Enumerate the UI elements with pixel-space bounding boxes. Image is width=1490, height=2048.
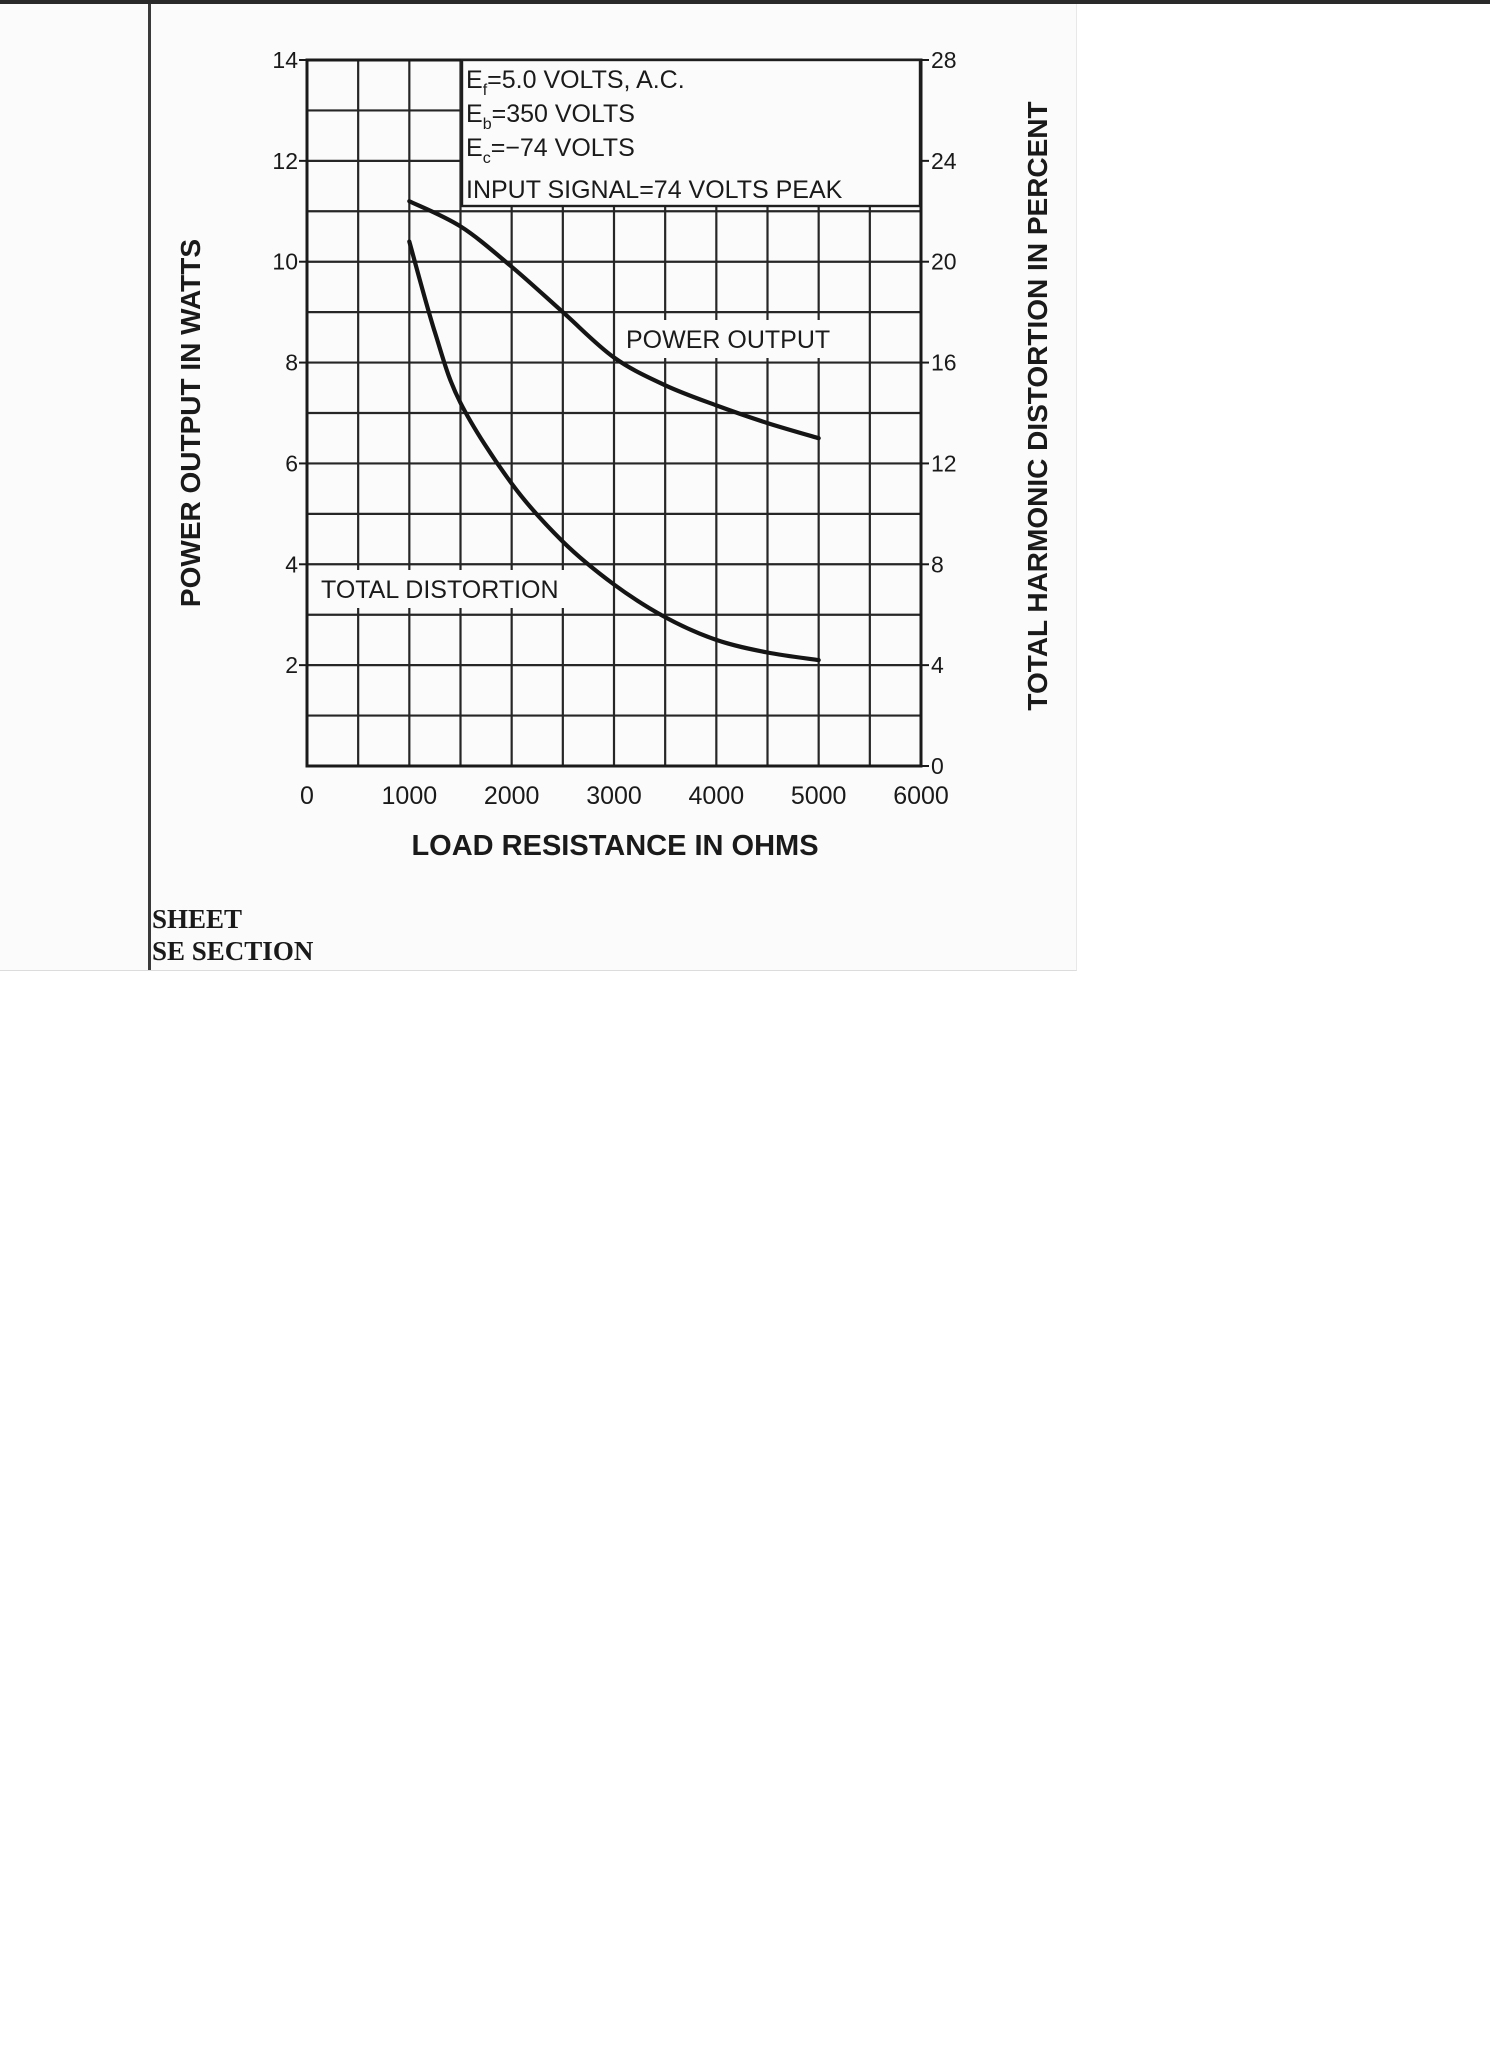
y-tick-label-right: 20 [931,249,957,275]
y-tick-label-left: 14 [272,47,298,73]
x-tick-label: 6000 [893,782,949,810]
y-tick-label-left: 10 [272,249,298,275]
y-tick-label-right: 16 [931,350,957,376]
power-distortion-chart: Ef=5.0 VOLTS, A.C. Eb=350 VOLTS Ec=−74 V… [175,47,1053,862]
x-tick-label: 5000 [791,782,847,810]
x-tick-label: 2000 [484,782,540,810]
condition-filament: Ef=5.0 VOLTS, A.C. [466,66,685,99]
y-tick-label-right: 8 [931,551,944,577]
x-tick-label: 1000 [382,782,438,810]
y-tick-label-right: 24 [931,148,957,174]
y-tick-label-left: 6 [285,450,298,476]
series-label-power-output: POWER OUTPUT [626,326,830,354]
y-tick-label-right: 4 [931,652,944,678]
series-label-power-background [623,320,847,358]
y-tick-label-left: 4 [285,551,298,577]
clipping-left-edge [148,4,151,970]
y-tick-label-right: 12 [931,450,957,476]
y-tick-label-right: 28 [931,47,957,73]
datasheet-clipping: Ef=5.0 VOLTS, A.C. Eb=350 VOLTS Ec=−74 V… [0,4,1077,971]
y-tick-label-right: 0 [931,753,944,779]
x-axis-label: LOAD RESISTANCE IN OHMS [411,830,818,862]
y-tick-label-left: 8 [285,350,298,376]
axis-tick-labels: 0 1000 2000 3000 4000 5000 6000246810121404812… [272,47,956,810]
conditions-box-background [462,60,920,206]
condition-plate: Eb=350 VOLTS [466,100,635,133]
sheet-fragment-text: SHEET [152,904,243,934]
x-tick-label: 3000 [586,782,642,810]
condition-input-signal: INPUT SIGNAL=74 VOLTS PEAK [466,176,843,204]
series-label-distortion-background [318,570,592,608]
conditions-box: Ef=5.0 VOLTS, A.C. Eb=350 VOLTS Ec=−74 V… [460,58,922,208]
section-fragment-text: SE SECTION [152,936,314,966]
series-lines [407,199,821,663]
conditions-box-border [460,58,922,208]
series-label-total-distortion: TOTAL DISTORTION [321,576,559,604]
series-line-total-distortion [407,239,821,663]
page-top-edge [0,0,1490,4]
y-axis-label-left: POWER OUTPUT IN WATTS [175,239,206,607]
x-tick-label: 4000 [689,782,745,810]
y-axis-label-right: TOTAL HARMONIC DISTORTION IN PERCENT [1022,101,1053,710]
y-tick-label-left: 2 [285,652,298,678]
condition-grid: Ec=−74 VOLTS [466,134,635,167]
series-line-power-output [407,199,821,441]
x-tick-label: 0 [300,782,314,810]
y-tick-label-left: 12 [272,148,298,174]
